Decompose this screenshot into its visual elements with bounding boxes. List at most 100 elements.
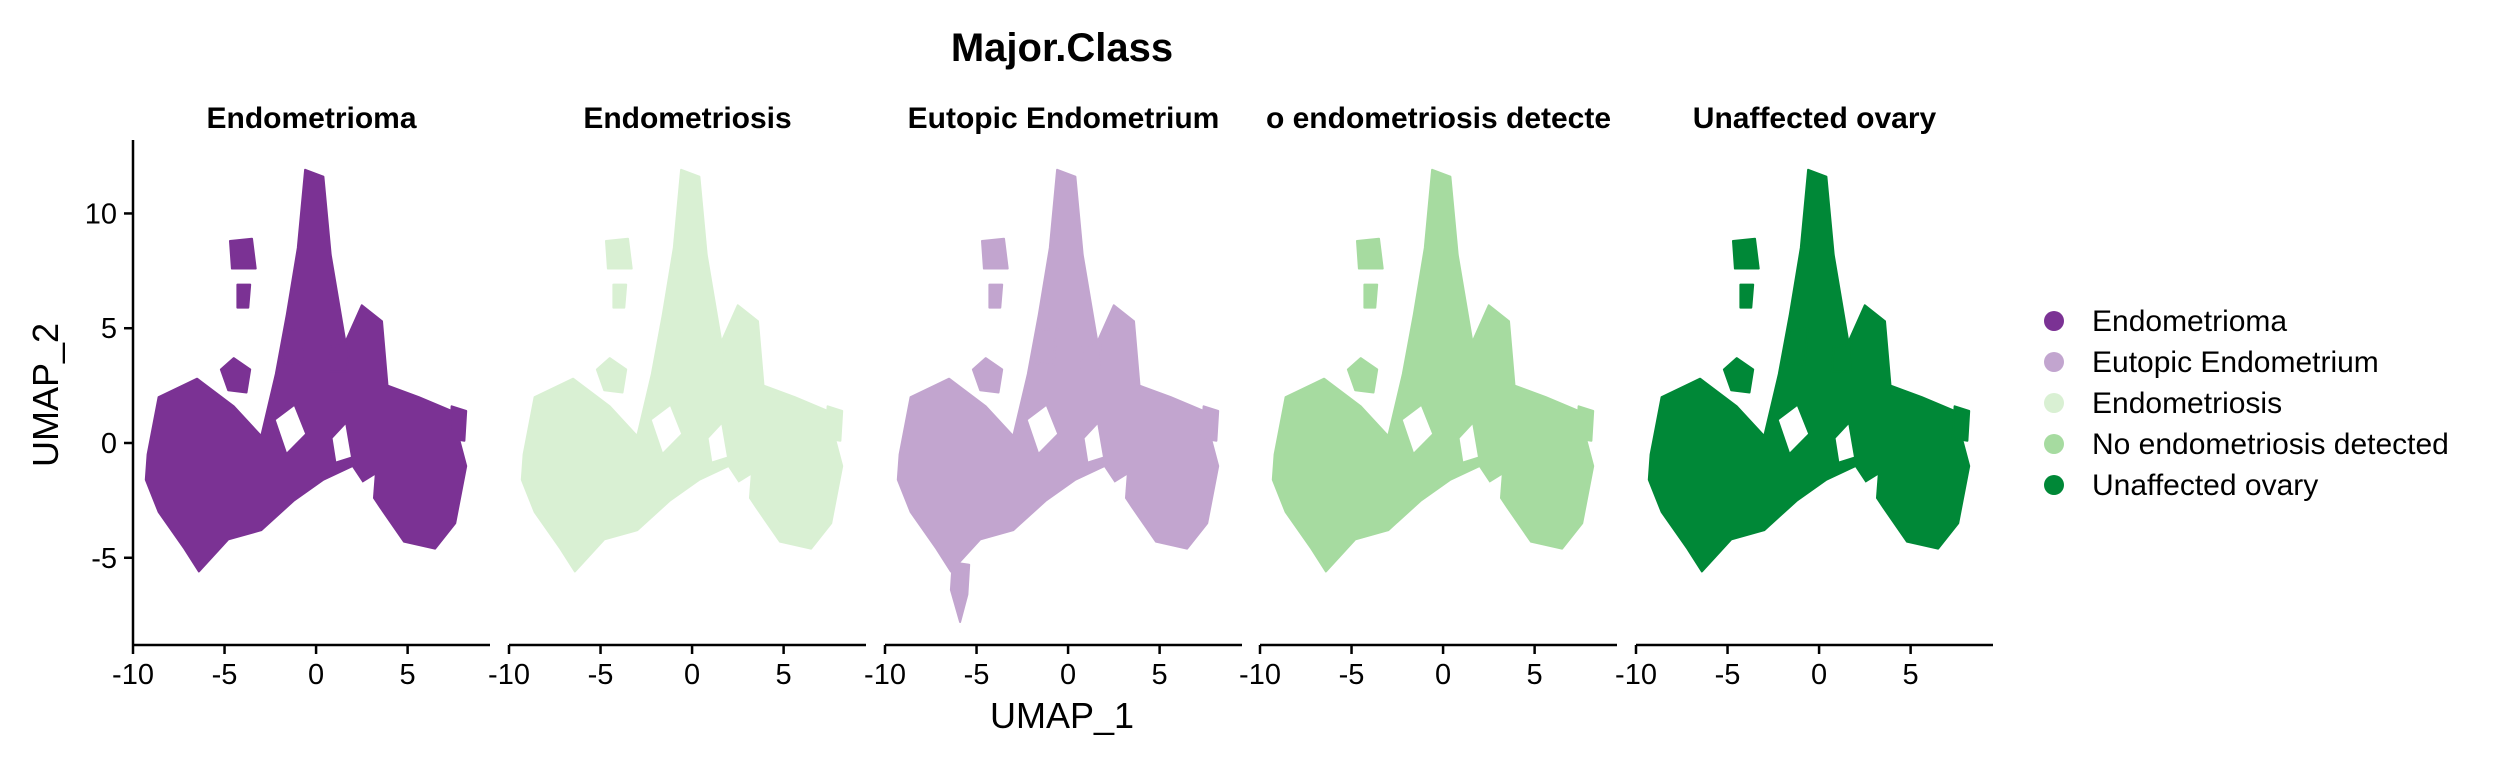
cell-cluster	[327, 343, 350, 373]
cell-cluster	[703, 343, 726, 373]
cell-cluster	[949, 561, 971, 623]
point-cloud	[520, 168, 844, 573]
cell-cluster	[219, 357, 252, 394]
cell-cluster	[282, 327, 307, 366]
cluster-gap	[1487, 475, 1502, 503]
cluster-gap	[1112, 475, 1127, 503]
cell-cluster	[1346, 357, 1379, 394]
legend-key	[2044, 434, 2064, 454]
y-tick-label: 10	[85, 198, 117, 230]
legend-label: Endometriosis	[2092, 387, 2282, 420]
facet-strip-label: Endometriosis	[583, 102, 791, 135]
x-tick-label: -5	[212, 659, 238, 691]
cell-cluster	[144, 168, 468, 573]
legend-item: Endometriosis	[2044, 387, 2282, 420]
cell-cluster	[1951, 405, 1971, 442]
cell-cluster	[1830, 343, 1853, 373]
cell-cluster	[1034, 327, 1059, 366]
x-tick-label: 5	[1903, 659, 1919, 691]
cell-cluster	[658, 327, 683, 366]
y-tick-label: -5	[91, 543, 117, 575]
cell-cluster	[824, 405, 844, 442]
x-tick-label: 0	[1435, 659, 1451, 691]
cell-cluster	[1785, 327, 1810, 366]
x-tick-label: -10	[864, 659, 906, 691]
x-tick-label: -5	[964, 659, 990, 691]
cell-cluster	[229, 237, 257, 270]
cell-cluster	[612, 283, 628, 309]
cell-cluster	[605, 237, 633, 270]
cluster-gap	[1084, 424, 1103, 462]
legend-label: Unaffected ovary	[2092, 469, 2318, 502]
cell-cluster	[1079, 343, 1102, 373]
point-cloud	[1647, 168, 1971, 573]
cell-cluster	[1647, 168, 1971, 573]
facet-panel: Eutopic Endometrium -10 -5 0 5	[864, 102, 1242, 691]
legend-label: No endometriosis detected	[2092, 428, 2449, 461]
point-cloud	[144, 168, 468, 573]
x-tick-label: -10	[112, 659, 154, 691]
chart-title: Major.Class	[951, 26, 1173, 70]
legend-label: Eutopic Endometrium	[2092, 346, 2379, 379]
cluster-gap	[360, 475, 375, 503]
cell-cluster	[1575, 405, 1595, 442]
cluster-gap	[1027, 406, 1058, 453]
cell-cluster	[448, 405, 468, 442]
x-tick-label: -10	[1615, 659, 1657, 691]
x-tick-label: 0	[1811, 659, 1827, 691]
cell-cluster	[971, 357, 1004, 394]
x-tick-label: -10	[1239, 659, 1281, 691]
facet-strip-label: Unaffected ovary	[1693, 102, 1937, 135]
legend-key	[2044, 352, 2064, 372]
cluster-gap	[275, 406, 306, 453]
cell-cluster	[1722, 357, 1755, 394]
legend-label: Endometrioma	[2092, 305, 2287, 338]
x-axis-title: UMAP_1	[990, 695, 1134, 736]
x-tick-label: -10	[488, 659, 530, 691]
point-cloud	[1271, 168, 1595, 573]
cell-cluster	[236, 283, 252, 309]
cluster-gap	[1778, 406, 1809, 453]
cell-cluster	[1454, 343, 1477, 373]
x-tick-label: 0	[1060, 659, 1076, 691]
cell-cluster	[595, 357, 628, 394]
legend: Endometrioma Eutopic Endometrium Endometri…	[2044, 305, 2449, 502]
cluster-gap	[1863, 475, 1878, 503]
legend-item: Endometrioma	[2044, 305, 2287, 338]
cell-cluster	[1200, 405, 1220, 442]
cell-cluster	[1271, 168, 1595, 573]
x-tick-label: 0	[684, 659, 700, 691]
cluster-gap	[1402, 406, 1433, 453]
cluster-gap	[332, 424, 351, 462]
cell-cluster	[520, 168, 844, 573]
cell-cluster	[1739, 283, 1755, 309]
facet-panel: o endometriosis detecte -10 -5 0 5	[1239, 102, 1617, 691]
x-tick-label: -5	[588, 659, 614, 691]
legend-key	[2044, 475, 2064, 495]
x-tick-label: -5	[1715, 659, 1741, 691]
x-tick-label: 5	[1527, 659, 1543, 691]
legend-item: No endometriosis detected	[2044, 428, 2449, 461]
cluster-gap	[1459, 424, 1478, 462]
facet-panel: Endometriosis -10 -5 0 5	[488, 102, 866, 691]
legend-item: Eutopic Endometrium	[2044, 346, 2379, 379]
cell-cluster	[896, 168, 1220, 573]
cell-cluster	[1732, 237, 1760, 270]
facet-panel: Endometrioma -10 -5 0 5 10 5 0 -5	[85, 102, 490, 691]
cluster-gap	[1835, 424, 1854, 462]
point-cloud	[896, 168, 1220, 623]
cell-cluster	[1356, 237, 1384, 270]
cell-cluster	[981, 237, 1009, 270]
cell-cluster	[1363, 283, 1379, 309]
cluster-gap	[736, 475, 751, 503]
facet-strip-label: Endometrioma	[206, 102, 416, 135]
cell-cluster	[1409, 327, 1434, 366]
x-tick-label: 5	[776, 659, 792, 691]
legend-key	[2044, 393, 2064, 413]
y-tick-label: 5	[101, 313, 117, 345]
cluster-gap	[651, 406, 682, 453]
facet-strip-label: o endometriosis detecte	[1266, 102, 1611, 135]
x-tick-label: 5	[400, 659, 416, 691]
legend-key	[2044, 311, 2064, 331]
